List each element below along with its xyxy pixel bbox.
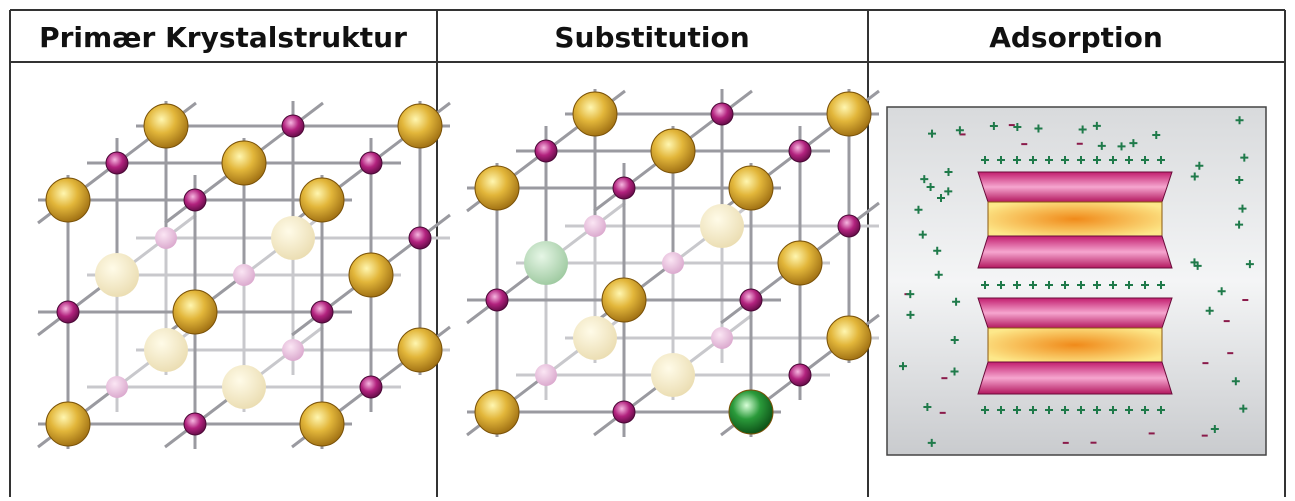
small-atom [282, 115, 304, 137]
column-header: Adsorption [989, 21, 1163, 54]
adsorption-illustration [887, 107, 1266, 455]
cylinder-end [978, 298, 1172, 328]
small-atom [662, 252, 684, 274]
large-atom [573, 316, 617, 360]
large-atom [222, 365, 266, 409]
large-atom [475, 166, 519, 210]
page: Primær Krystalstruktur Substitution Adso… [0, 0, 1295, 497]
large-atom [524, 241, 568, 285]
small-atom [106, 376, 128, 398]
large-atom [349, 253, 393, 297]
small-atom [311, 301, 333, 323]
small-atom [233, 264, 255, 286]
small-atom [184, 189, 206, 211]
small-atom [711, 103, 733, 125]
small-atom [360, 152, 382, 174]
crystal-lattice [38, 101, 450, 449]
small-atom [838, 215, 860, 237]
large-atom [144, 328, 188, 372]
large-atom [573, 92, 617, 136]
small-atom [106, 152, 128, 174]
large-atom [173, 290, 217, 334]
large-atom [398, 104, 442, 148]
large-atom [398, 328, 442, 372]
small-atom [486, 289, 508, 311]
cylinder-core [988, 328, 1162, 362]
small-atom [584, 215, 606, 237]
small-atom [535, 140, 557, 162]
small-atom [282, 339, 304, 361]
cylinder-end [978, 172, 1172, 202]
large-atom [271, 216, 315, 260]
small-atom [740, 289, 762, 311]
small-atom [613, 401, 635, 423]
small-atom [57, 301, 79, 323]
small-atom [184, 413, 206, 435]
large-atom [300, 402, 344, 446]
large-atom [729, 166, 773, 210]
small-atom [360, 376, 382, 398]
cylinder-core [988, 202, 1162, 236]
large-atom [827, 316, 871, 360]
small-atom [711, 327, 733, 349]
substituted-lattice [467, 89, 879, 437]
large-atom [46, 178, 90, 222]
large-atom [827, 92, 871, 136]
large-atom [222, 141, 266, 185]
large-atom [95, 253, 139, 297]
large-atom [729, 390, 773, 434]
cylinder-end [978, 362, 1172, 394]
large-atom [144, 104, 188, 148]
small-atom [409, 227, 431, 249]
small-atom [789, 140, 811, 162]
column-header: Substitution [554, 21, 749, 54]
large-atom [700, 204, 744, 248]
small-atom [155, 227, 177, 249]
large-atom [778, 241, 822, 285]
large-atom [651, 353, 695, 397]
large-atom [46, 402, 90, 446]
cylinder-end [978, 236, 1172, 268]
small-atom [535, 364, 557, 386]
large-atom [300, 178, 344, 222]
small-atom [613, 177, 635, 199]
large-atom [475, 390, 519, 434]
column-header: Primær Krystalstruktur [39, 21, 407, 54]
large-atom [602, 278, 646, 322]
small-atom [789, 364, 811, 386]
large-atom [651, 129, 695, 173]
